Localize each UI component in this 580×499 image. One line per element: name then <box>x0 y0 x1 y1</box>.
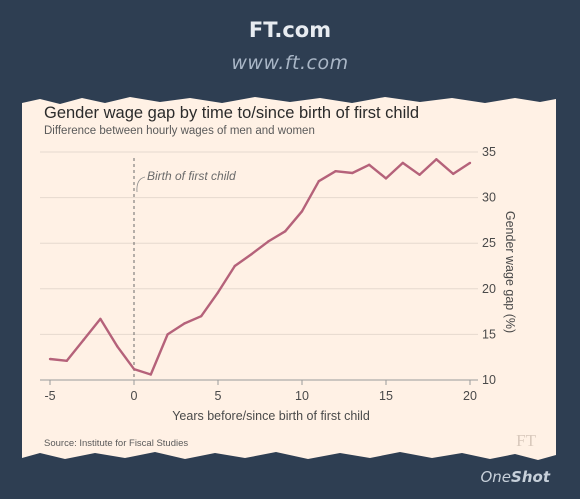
data-point <box>300 210 304 213</box>
x-tick-label: 0 <box>131 389 138 403</box>
data-point <box>267 240 270 243</box>
data-point <box>384 177 388 180</box>
oneshot-text-b: Shot <box>511 468 550 486</box>
data-point <box>82 338 85 342</box>
y-tick-label: 35 <box>482 145 496 159</box>
site-url[interactable]: www.ft.com <box>231 52 349 74</box>
data-point <box>166 333 169 336</box>
data-point <box>99 317 102 321</box>
data-point <box>48 357 52 361</box>
y-tick-label: 20 <box>482 282 496 296</box>
y-tick-label: 25 <box>482 236 496 250</box>
paper-card <box>22 97 556 460</box>
data-point <box>233 264 236 268</box>
annotation-leader <box>136 176 146 193</box>
data-point <box>401 161 404 165</box>
site-title: FT.com <box>248 18 332 42</box>
data-point <box>452 172 455 176</box>
chart-subtitle: Difference between hourly wages of men a… <box>44 125 315 137</box>
y-tick-label: 10 <box>482 373 496 387</box>
oneshot-text-a: One <box>480 468 512 486</box>
x-tick-label: 5 <box>215 389 222 403</box>
data-point <box>317 179 320 183</box>
data-point <box>132 367 136 371</box>
gridlines <box>40 151 478 385</box>
source-note: Source: Institute for Fiscal Studies <box>44 438 188 449</box>
chart-title: Gender wage gap by time to/since birth o… <box>44 104 419 122</box>
data-point <box>200 314 203 318</box>
data-point <box>250 252 253 256</box>
x-tick-labels: -5 0 5 10 15 20 <box>44 389 477 403</box>
x-tick-label: 10 <box>295 389 309 403</box>
data-point <box>435 158 438 161</box>
data-point <box>149 373 152 376</box>
data-point <box>368 163 371 166</box>
data-point <box>334 169 337 173</box>
data-point <box>116 345 119 348</box>
y-axis-label: Gender wage gap (%) <box>503 211 517 333</box>
oneshot-logo: OneShot <box>480 468 550 486</box>
y-tick-labels: 10 15 20 25 30 35 <box>482 145 496 387</box>
x-tick-label: -5 <box>44 389 55 403</box>
y-tick-label: 15 <box>482 327 496 341</box>
data-point <box>216 291 220 294</box>
ft-logo: FT <box>516 431 536 450</box>
data-point <box>65 359 69 363</box>
y-tick-label: 30 <box>482 191 496 205</box>
data-point <box>183 322 186 325</box>
data-points <box>48 158 472 376</box>
series-line <box>49 158 471 376</box>
x-tick-label: 20 <box>463 389 477 403</box>
data-point <box>418 173 421 176</box>
birth-annotation: Birth of first child <box>147 169 236 183</box>
data-point <box>284 230 287 233</box>
x-axis-label: Years before/since birth of first child <box>172 409 370 423</box>
x-tick-label: 15 <box>379 389 393 403</box>
data-point <box>468 161 472 165</box>
data-point <box>351 171 354 175</box>
